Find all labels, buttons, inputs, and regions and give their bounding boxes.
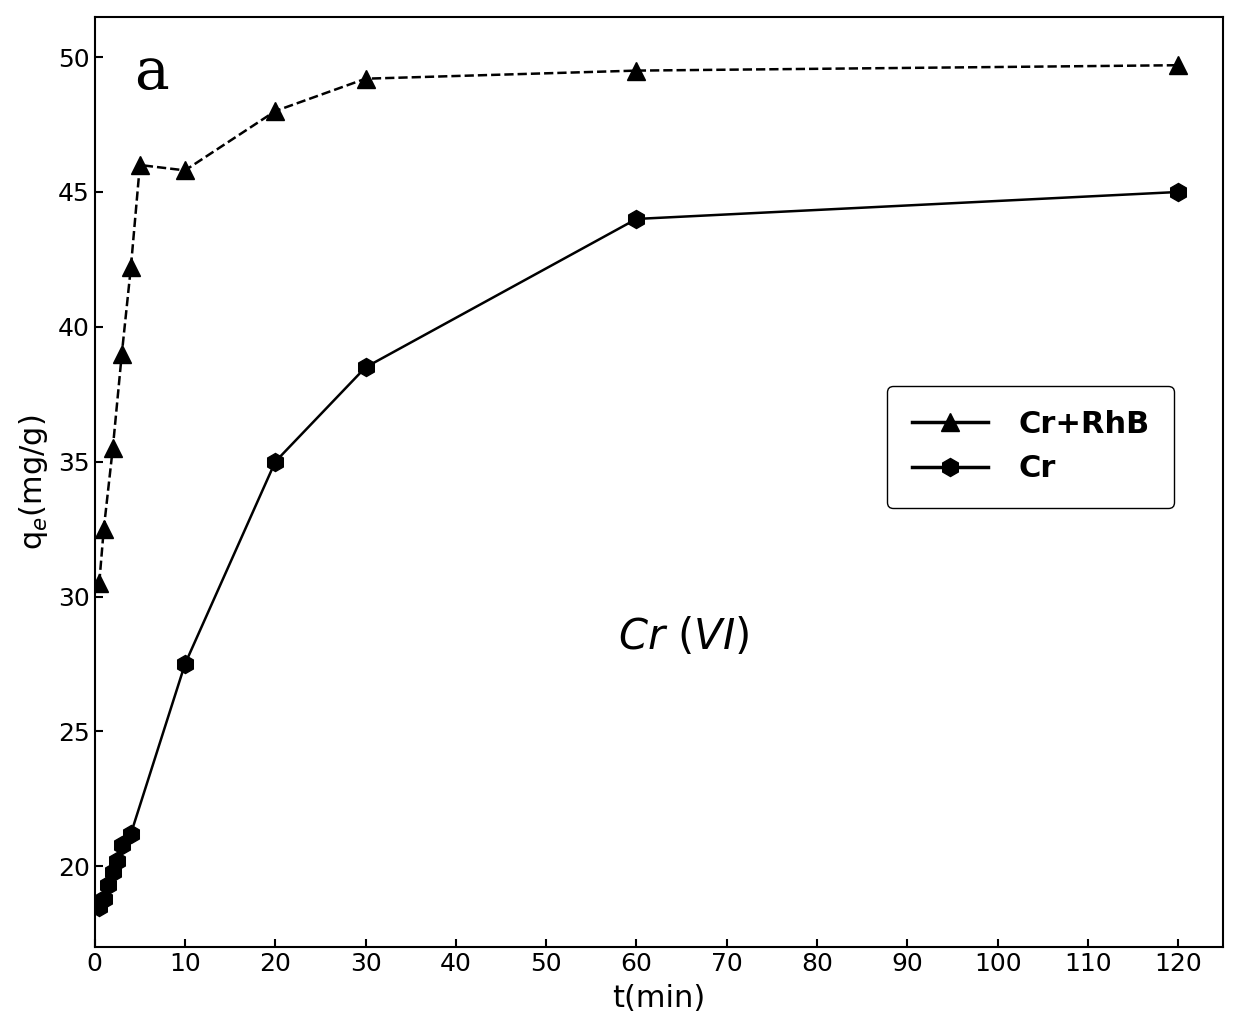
Cr bbox=[100, 879, 115, 891]
Cr+RhB bbox=[124, 262, 139, 274]
Cr bbox=[124, 828, 139, 840]
Cr bbox=[177, 658, 192, 671]
Cr bbox=[1171, 185, 1185, 198]
Cr bbox=[105, 865, 120, 878]
Text: $\mathit{Cr}\ \mathit{(VI)}$: $\mathit{Cr}\ \mathit{(VI)}$ bbox=[619, 616, 750, 658]
Cr+RhB bbox=[358, 72, 373, 84]
Cr+RhB bbox=[105, 442, 120, 454]
X-axis label: t(min): t(min) bbox=[613, 985, 706, 1014]
Y-axis label: q$_e$(mg/g): q$_e$(mg/g) bbox=[16, 414, 50, 550]
Cr+RhB bbox=[97, 523, 112, 536]
Cr bbox=[114, 838, 129, 851]
Cr+RhB bbox=[114, 347, 129, 359]
Cr bbox=[358, 362, 373, 374]
Line: Cr+RhB: Cr+RhB bbox=[91, 57, 1187, 592]
Cr bbox=[268, 455, 283, 468]
Cr+RhB bbox=[133, 159, 148, 171]
Cr+RhB bbox=[1171, 59, 1185, 71]
Cr bbox=[629, 213, 644, 226]
Line: Cr: Cr bbox=[91, 183, 1187, 916]
Legend: Cr+RhB, Cr: Cr+RhB, Cr bbox=[887, 385, 1174, 508]
Cr+RhB bbox=[629, 65, 644, 77]
Cr+RhB bbox=[268, 105, 283, 117]
Cr bbox=[92, 900, 107, 913]
Text: a: a bbox=[134, 44, 169, 101]
Cr bbox=[110, 855, 125, 867]
Cr+RhB bbox=[177, 164, 192, 176]
Cr bbox=[97, 892, 112, 904]
Cr+RhB bbox=[92, 577, 107, 589]
